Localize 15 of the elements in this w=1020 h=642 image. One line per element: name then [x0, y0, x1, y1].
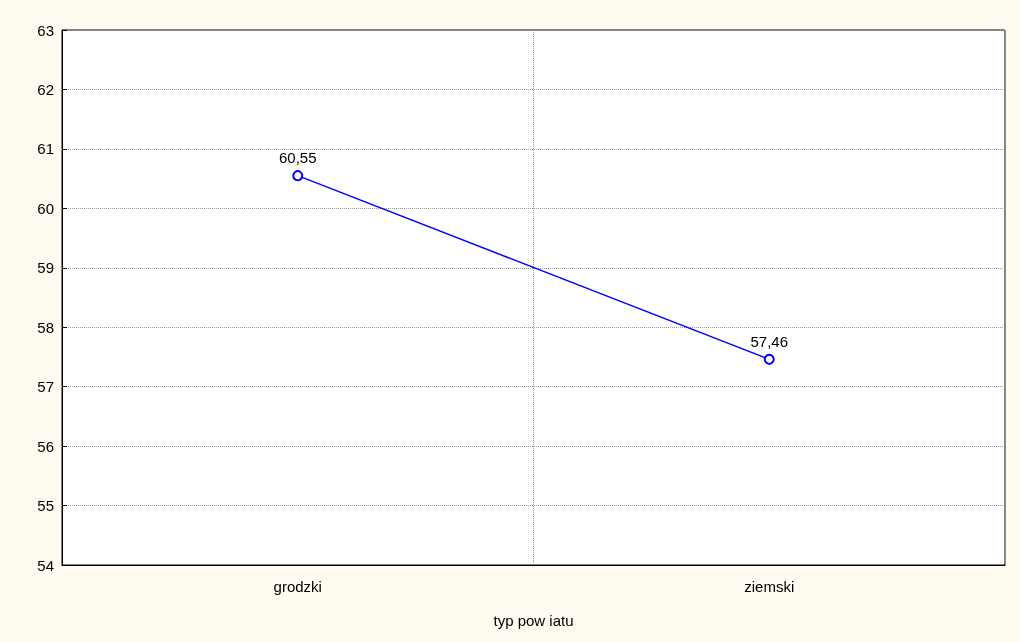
x-axis-title: typ pow iatu — [493, 612, 574, 629]
y-tick-label: 55 — [37, 497, 54, 515]
y-tick-label: 56 — [37, 437, 54, 455]
y-tick-label: 58 — [37, 318, 54, 336]
y-tick-label: 63 — [37, 21, 54, 39]
x-tick-label: grodzki — [273, 578, 322, 595]
x-tick-label: ziemski — [744, 578, 795, 595]
data-label: 60,55 — [278, 149, 317, 167]
y-tick-label: 62 — [37, 80, 54, 98]
y-tick-label: 60 — [37, 199, 54, 217]
y-tick-label: 59 — [37, 259, 54, 277]
y-tick-label: 57 — [37, 378, 54, 396]
y-tick-label: 61 — [37, 140, 54, 158]
data-label: 57,46 — [750, 332, 789, 350]
y-tick-label: 54 — [37, 556, 54, 574]
